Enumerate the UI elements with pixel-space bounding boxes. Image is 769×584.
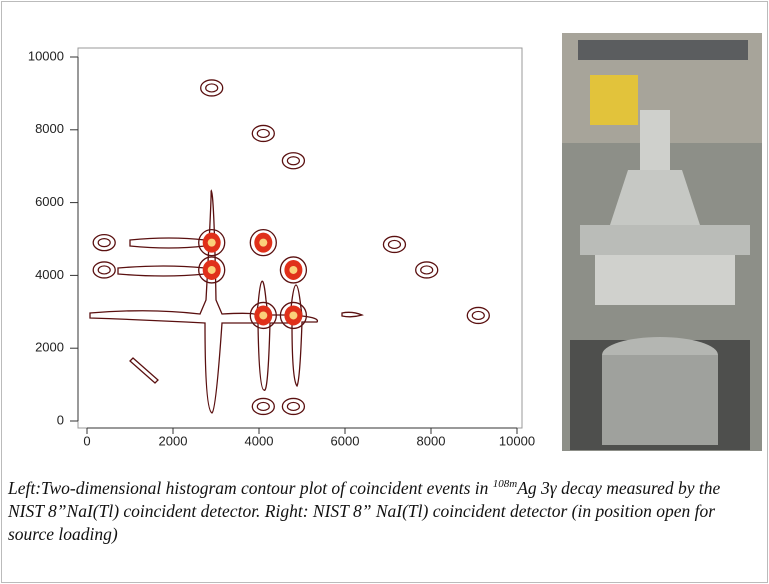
peak-inner-contour [287, 157, 299, 165]
chart: 0 2000 4000 6000 8000 10000 0 2000 4000 6000 8000 1… [0, 0, 769, 470]
peak-center [259, 311, 267, 319]
peak-center [208, 239, 216, 247]
x-tick-label: 0 [83, 433, 90, 448]
photo-body [595, 255, 735, 305]
y-tick-label: 2000 [35, 340, 64, 355]
peak-center [208, 266, 216, 274]
caption: Left:Two-dimensional histogram contour p… [8, 473, 758, 546]
y-tick-label: 8000 [35, 121, 64, 136]
photo-ring [580, 225, 750, 255]
peak-inner-contour [257, 129, 269, 137]
peak-contour [383, 236, 405, 252]
peak-inner-contour [472, 311, 484, 319]
peak-contour [252, 398, 274, 414]
photo-cylinder [602, 355, 718, 445]
caption-text: Left:Two-dimensional histogram contour p… [8, 478, 493, 498]
peak-contour [93, 262, 115, 278]
peak-inner-contour [98, 266, 110, 274]
peak-inner-contour [206, 84, 218, 92]
peak-contour [416, 262, 438, 278]
peak-inner-contour [388, 240, 400, 248]
photo-plate [578, 40, 748, 60]
y-tick-label: 4000 [35, 267, 64, 282]
peak-contour [201, 80, 223, 96]
peak-contour [252, 125, 274, 141]
peak-contour [282, 153, 304, 169]
x-tick-label: 6000 [331, 433, 360, 448]
peak-contour [93, 235, 115, 251]
photo [562, 33, 762, 451]
peak-contour [282, 398, 304, 414]
contour-ridges [90, 190, 362, 413]
photo-label [590, 75, 638, 125]
y-tick-label: 0 [57, 412, 64, 427]
isotope-mass: 108m [493, 478, 517, 490]
photo-neck [640, 110, 670, 170]
x-tick-label: 2000 [159, 433, 188, 448]
peak-center [289, 266, 297, 274]
peak-center [259, 239, 267, 247]
peak-center [289, 311, 297, 319]
peak-contour [467, 307, 489, 323]
peak-inner-contour [257, 402, 269, 410]
y-tick-label: 6000 [35, 194, 64, 209]
x-tick-label: 10000 [499, 433, 535, 448]
peak-inner-contour [287, 402, 299, 410]
y-tick-label: 10000 [28, 48, 64, 63]
x-tick-label: 8000 [417, 433, 446, 448]
x-tick-label: 4000 [245, 433, 274, 448]
peak-inner-contour [421, 266, 433, 274]
peak-inner-contour [98, 239, 110, 247]
